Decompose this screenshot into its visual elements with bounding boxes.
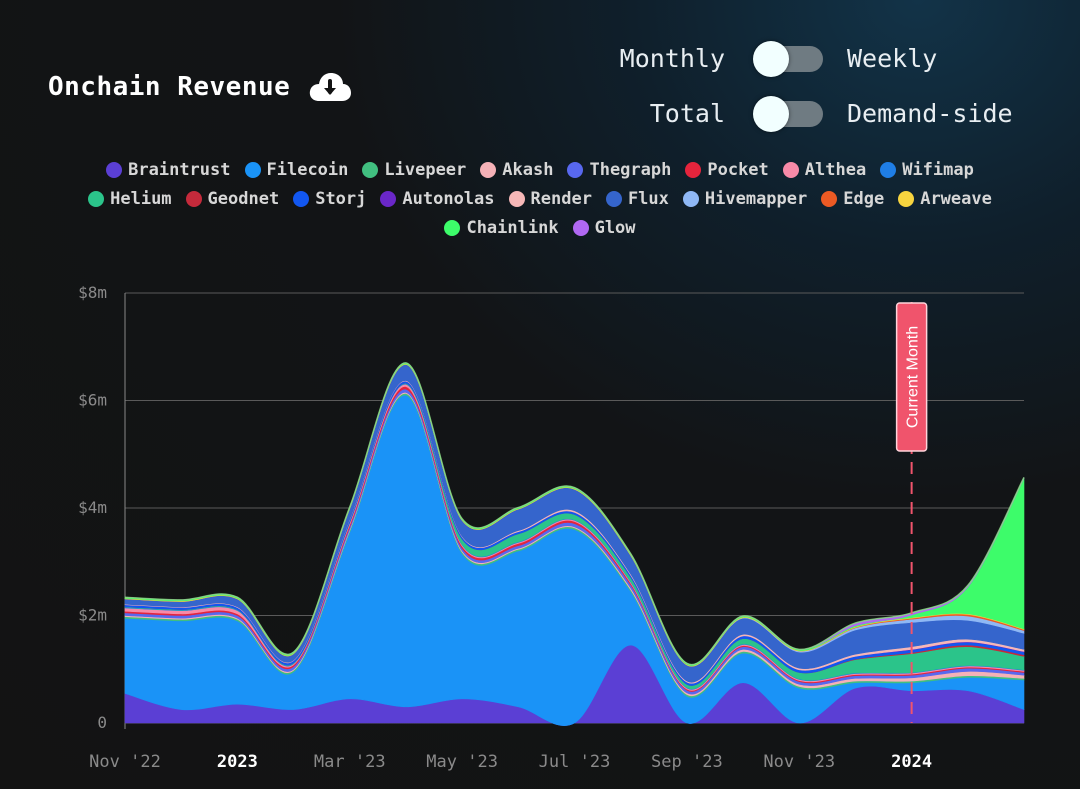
x-tick-label: 2023	[217, 752, 258, 772]
legend-dot	[88, 191, 105, 207]
legend-dot	[567, 162, 584, 178]
legend-label: Storj	[315, 189, 367, 209]
cloud-download-icon[interactable]	[308, 70, 352, 104]
legend-label: Wifimap	[902, 160, 974, 180]
legend-label: Arweave	[920, 189, 992, 209]
scope-toggle: Total Demand-side	[575, 95, 1013, 132]
legend-label: Geodnet	[207, 189, 280, 209]
legend-item-filecoin[interactable]: Filecoin	[244, 160, 349, 180]
demand-side-label: Demand-side	[847, 99, 1013, 128]
interval-switch[interactable]	[753, 40, 823, 77]
scope-switch[interactable]	[753, 95, 823, 132]
legend-item-geodnet[interactable]: Geodnet	[185, 189, 280, 209]
legend-dot	[508, 191, 525, 207]
legend-dot	[821, 191, 838, 207]
weekly-label: Weekly	[847, 44, 938, 73]
legend-item-akash[interactable]: Akash	[480, 160, 553, 180]
y-tick-label: 0	[97, 713, 107, 732]
y-tick-label: $4m	[78, 498, 107, 517]
legend-label: Pocket	[707, 160, 769, 180]
legend-item-wifimap[interactable]: Wifimap	[880, 160, 974, 180]
legend-dot	[244, 162, 261, 178]
legend-dot	[682, 191, 699, 207]
current-month-badge	[895, 302, 928, 452]
legend-item-thegraph[interactable]: Thegraph	[567, 160, 671, 180]
x-tick-label: Mar '23	[314, 752, 386, 772]
x-tick-label: 2024	[891, 752, 932, 772]
legend-item-pocket[interactable]: Pocket	[685, 160, 769, 180]
interval-toggle: Monthly Weekly	[575, 40, 938, 77]
legend-label: Helium	[110, 189, 172, 209]
legend-dot	[380, 191, 397, 207]
x-tick-label: Jul '23	[539, 752, 611, 772]
scope-switch-knob	[753, 95, 789, 132]
legend-label: Filecoin	[266, 160, 349, 180]
legend-label: Althea	[804, 160, 867, 180]
legend-dot	[605, 191, 622, 207]
legend-dot	[185, 191, 202, 207]
legend-dot	[898, 191, 915, 207]
y-tick-label: $2m	[78, 606, 107, 625]
title-area: Onchain Revenue	[48, 70, 352, 104]
legend-item-chainlink[interactable]: Chainlink	[444, 218, 559, 238]
legend-label: Render	[530, 189, 592, 209]
legend-dot	[293, 191, 310, 207]
legend-label: Braintrust	[128, 160, 231, 180]
legend-item-helium[interactable]: Helium	[88, 189, 172, 209]
legend-label: Hivemapper	[704, 189, 808, 209]
legend-item-autonolas[interactable]: Autonolas	[380, 189, 495, 209]
legend-dot	[480, 162, 497, 178]
legend-item-glow[interactable]: Glow	[572, 218, 636, 238]
legend-dot	[880, 162, 897, 178]
legend-item-render[interactable]: Render	[508, 189, 592, 209]
legend-dot	[685, 162, 702, 178]
total-outline	[124, 362, 1025, 666]
legend-label: Livepeer	[384, 160, 467, 180]
legend-dot	[362, 162, 379, 178]
legend-label: Autonolas	[402, 189, 495, 209]
legend-item-edge[interactable]: Edge	[821, 189, 884, 209]
legend-label: Chainlink	[466, 218, 559, 238]
legend-item-storj[interactable]: Storj	[293, 189, 366, 209]
legend-item-braintrust[interactable]: Braintrust	[106, 160, 231, 180]
legend-label: Flux	[627, 189, 669, 209]
legend-dot	[782, 162, 799, 178]
legend-dot	[572, 220, 589, 236]
legend-dot	[106, 162, 123, 178]
legend-label: Akash	[502, 160, 554, 180]
y-tick-label: $8m	[78, 283, 107, 302]
legend-item-flux[interactable]: Flux	[605, 189, 669, 209]
legend-item-althea[interactable]: Althea	[782, 160, 867, 180]
interval-switch-knob	[753, 40, 789, 77]
monthly-label: Monthly	[619, 44, 725, 73]
legend-item-hivemapper[interactable]: Hivemapper	[682, 189, 808, 209]
x-tick-label: Nov '22	[89, 752, 161, 772]
legend-label: Glow	[594, 218, 636, 238]
total-label: Total	[649, 99, 725, 128]
legend-item-arweave[interactable]: Arweave	[898, 189, 992, 209]
x-tick-label: Nov '23	[763, 752, 835, 772]
current-month-label: Current Month	[905, 326, 922, 428]
page-title: Onchain Revenue	[48, 72, 291, 102]
legend-label: Edge	[843, 189, 885, 209]
legend-label: Thegraph	[589, 160, 672, 180]
legend-item-livepeer[interactable]: Livepeer	[362, 160, 466, 180]
legend-dot	[444, 220, 461, 236]
x-tick-label: Sep '23	[651, 752, 723, 772]
y-tick-label: $6m	[78, 391, 107, 410]
chart-legend: Braintrust Filecoin Livepeer Akash Thegraph P…	[60, 160, 1020, 238]
x-tick-label: May '23	[426, 752, 498, 772]
